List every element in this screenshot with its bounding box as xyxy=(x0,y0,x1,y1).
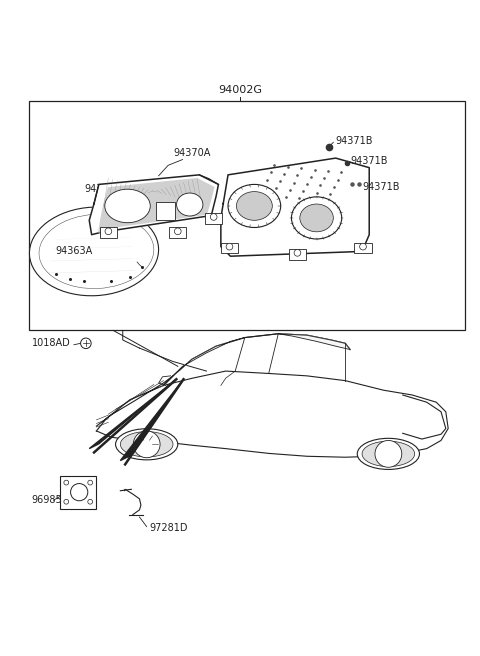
Ellipse shape xyxy=(105,189,150,222)
Ellipse shape xyxy=(362,441,415,466)
Polygon shape xyxy=(89,379,176,449)
Polygon shape xyxy=(403,395,446,439)
Text: 94371B: 94371B xyxy=(362,182,399,192)
Bar xyxy=(354,243,372,253)
Text: 94371B: 94371B xyxy=(336,136,373,146)
Bar xyxy=(205,213,222,224)
Bar xyxy=(169,228,186,238)
Circle shape xyxy=(360,243,366,250)
Ellipse shape xyxy=(300,204,333,232)
Circle shape xyxy=(133,431,160,458)
Bar xyxy=(156,202,175,220)
Polygon shape xyxy=(221,158,369,256)
Circle shape xyxy=(210,214,217,220)
Ellipse shape xyxy=(29,207,158,296)
Polygon shape xyxy=(96,371,448,457)
Text: 94363A: 94363A xyxy=(56,247,93,256)
Polygon shape xyxy=(278,334,350,350)
Ellipse shape xyxy=(177,193,203,216)
Text: 94002G: 94002G xyxy=(218,85,262,95)
Circle shape xyxy=(294,249,301,256)
Circle shape xyxy=(105,228,112,235)
Bar xyxy=(289,249,306,260)
Circle shape xyxy=(71,483,88,501)
Polygon shape xyxy=(96,376,173,431)
Text: 1018AD: 1018AD xyxy=(32,338,71,348)
Polygon shape xyxy=(89,175,218,235)
Polygon shape xyxy=(163,338,245,386)
Text: 94360A: 94360A xyxy=(84,184,122,194)
Circle shape xyxy=(81,338,91,348)
Polygon shape xyxy=(120,379,183,461)
Bar xyxy=(60,476,96,509)
Bar xyxy=(29,100,465,331)
Bar xyxy=(221,243,238,253)
Circle shape xyxy=(64,499,69,504)
Ellipse shape xyxy=(228,184,281,228)
Ellipse shape xyxy=(120,432,173,457)
Circle shape xyxy=(64,480,69,485)
Circle shape xyxy=(174,228,181,235)
Text: 96985: 96985 xyxy=(32,495,62,505)
Circle shape xyxy=(88,499,93,504)
Ellipse shape xyxy=(237,192,272,220)
Polygon shape xyxy=(99,178,214,232)
Ellipse shape xyxy=(291,197,342,239)
Bar xyxy=(100,228,117,238)
Text: 97281D: 97281D xyxy=(149,523,188,533)
Text: 94371B: 94371B xyxy=(350,156,387,167)
Circle shape xyxy=(226,243,233,250)
Polygon shape xyxy=(163,334,350,386)
Text: 94370A: 94370A xyxy=(173,148,210,158)
Circle shape xyxy=(88,480,93,485)
Ellipse shape xyxy=(357,438,420,470)
Circle shape xyxy=(375,440,402,467)
Ellipse shape xyxy=(116,429,178,460)
